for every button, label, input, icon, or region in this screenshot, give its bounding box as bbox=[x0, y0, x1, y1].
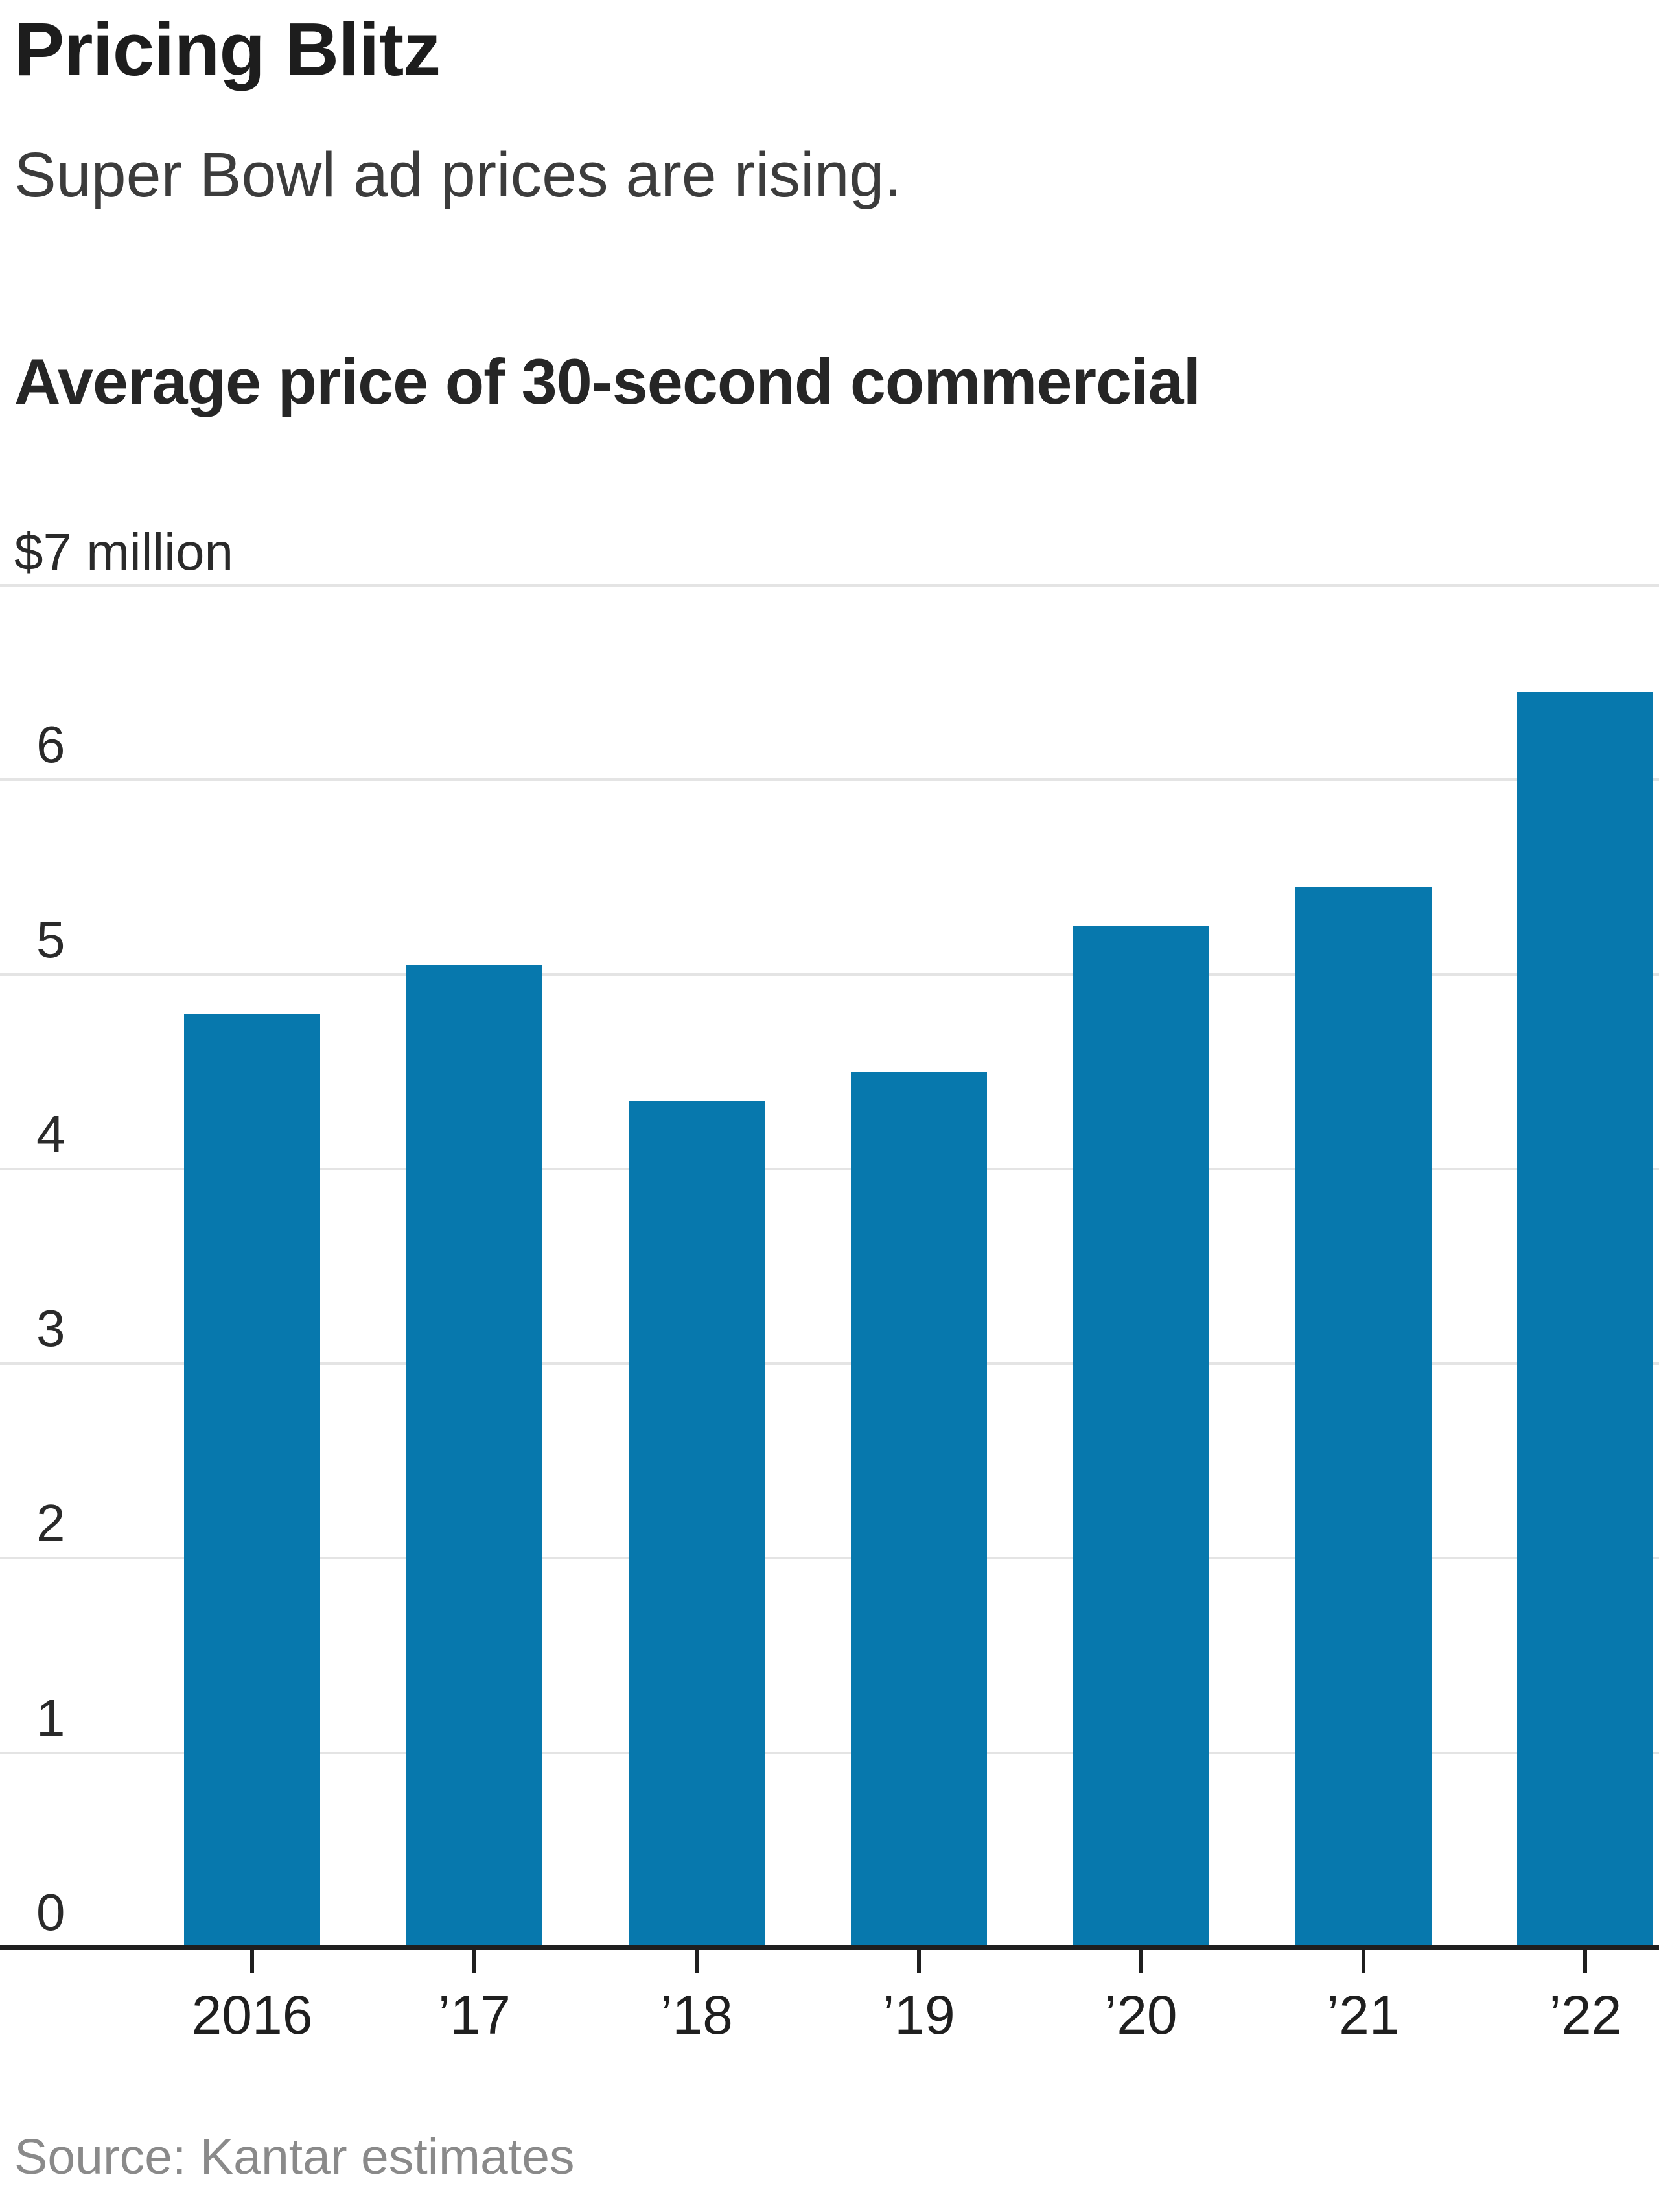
x-axis-tick-19 bbox=[916, 1949, 921, 1973]
x-axis-tick-label-17: ’17 bbox=[437, 1985, 511, 2045]
y-axis-tick-label-5: 5 bbox=[36, 910, 65, 968]
y-axis-tick-label-0: 0 bbox=[36, 1883, 65, 1941]
bar-20 bbox=[1073, 926, 1209, 1948]
gridline-3 bbox=[0, 1362, 1659, 1366]
x-axis-tick-label-18: ’18 bbox=[660, 1985, 733, 2045]
gridline-5 bbox=[0, 973, 1659, 976]
bar-2016 bbox=[184, 1013, 320, 1948]
x-axis-tick-17 bbox=[472, 1949, 476, 1973]
y-axis-tick-label-6: 6 bbox=[36, 716, 65, 774]
gridline-4 bbox=[0, 1167, 1659, 1170]
y-axis-tick-label-1: 1 bbox=[36, 1688, 65, 1747]
gridline-2 bbox=[0, 1557, 1659, 1560]
bar-21 bbox=[1295, 887, 1432, 1948]
y-axis-tick-label-2: 2 bbox=[36, 1494, 65, 1552]
bar-18 bbox=[628, 1100, 765, 1948]
gridline-6 bbox=[0, 778, 1659, 782]
chart-subtitle: Super Bowl ad prices are rising. bbox=[14, 139, 902, 210]
gridline-7 bbox=[0, 584, 1659, 587]
x-axis-tick-20 bbox=[1139, 1949, 1143, 1973]
measure-title: Average price of 30-second commercial bbox=[14, 345, 1201, 417]
bar-19 bbox=[850, 1071, 987, 1948]
x-axis-tick-18 bbox=[694, 1949, 699, 1973]
y-axis-unit-label: $7 million bbox=[14, 523, 233, 581]
x-axis-tick-label-2016: 2016 bbox=[191, 1985, 313, 2045]
x-axis-tick-21 bbox=[1361, 1949, 1365, 1973]
bar-chart-plot: 0 1 2 3 4 5 6 2016 ’17 ’18 ’19 ’20 ’21 ’22 bbox=[0, 584, 1659, 2045]
bar-17 bbox=[406, 964, 542, 1948]
x-axis-tick-label-22: ’22 bbox=[1549, 1985, 1622, 2045]
chart-title: Pricing Blitz bbox=[14, 7, 441, 91]
x-axis-tick-22 bbox=[1583, 1949, 1588, 1973]
y-axis-tick-label-4: 4 bbox=[36, 1104, 65, 1163]
gridline-1 bbox=[0, 1751, 1659, 1754]
x-axis-line bbox=[0, 1945, 1659, 1950]
x-axis-tick-label-20: ’20 bbox=[1104, 1985, 1178, 2045]
source-note: Source: Kantar estimates bbox=[14, 2129, 575, 2185]
bar-22 bbox=[1517, 692, 1654, 1948]
x-axis-tick-2016 bbox=[250, 1949, 254, 1973]
x-axis-tick-label-21: ’21 bbox=[1327, 1985, 1400, 2045]
x-axis-tick-label-19: ’19 bbox=[882, 1985, 955, 2045]
y-axis-tick-label-3: 3 bbox=[36, 1299, 65, 1358]
